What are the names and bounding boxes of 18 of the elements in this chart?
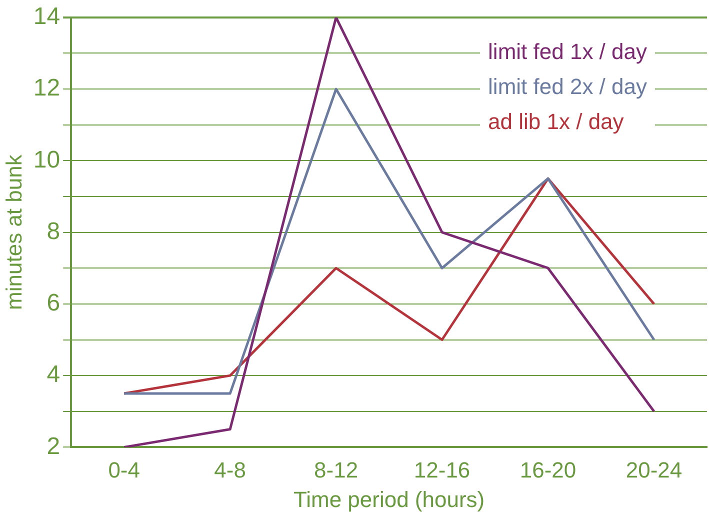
x-tick-label: 8-12 xyxy=(314,457,358,482)
y-tick-label: 6 xyxy=(46,290,60,317)
y-tick-label: 14 xyxy=(33,3,60,30)
y-tick-label: 12 xyxy=(33,74,60,102)
x-tick-label: 0-4 xyxy=(108,457,140,482)
x-tick-label: 4-8 xyxy=(214,457,246,482)
text: limit fed 1x / day xyxy=(488,38,647,64)
x-axis-title: Time period (hours) xyxy=(293,486,485,512)
y-tick-label: 10 xyxy=(33,146,60,174)
text: ad lib 1x / day xyxy=(488,108,624,134)
x-tick-label: 12-16 xyxy=(414,457,470,482)
y-axis-title: minutes at bunk xyxy=(1,154,26,310)
y-tick-label: 4 xyxy=(46,361,60,388)
y-tick-label: 8 xyxy=(46,218,60,245)
x-tick-label: 16-20 xyxy=(520,457,576,482)
x-tick-label: 20-24 xyxy=(626,457,682,482)
y-tick-label: 2 xyxy=(46,432,60,460)
text: limit fed 2x / day xyxy=(488,74,647,99)
